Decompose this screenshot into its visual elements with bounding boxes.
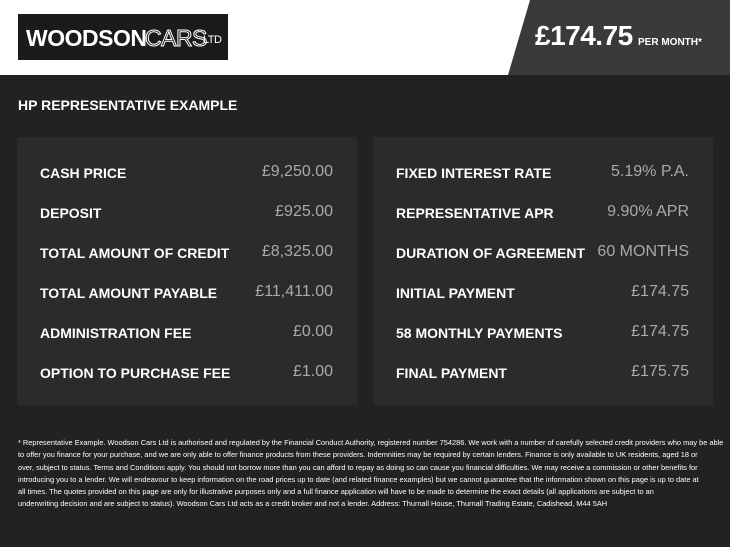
row-value: 5.19% P.A.: [611, 163, 689, 180]
row-value: £8,325.00: [261, 243, 333, 260]
footnote-line: introducing you to a lender. We will end…: [18, 474, 699, 484]
row-label: TOTAL AMOUNT OF CREDIT: [40, 245, 230, 261]
price-note: PER MONTH*: [638, 37, 702, 48]
row-label: OPTION TO PURCHASE FEE: [40, 365, 231, 381]
row-value: £174.75: [631, 323, 689, 340]
logo: WOODSON CARS LTD: [18, 14, 228, 60]
row-label: TOTAL AMOUNT PAYABLE: [40, 285, 218, 301]
row-value: £0.00: [292, 323, 333, 340]
price-background: [508, 0, 730, 75]
monthly-price: £174.75: [535, 20, 633, 51]
row-label: ADMINISTRATION FEE: [40, 325, 192, 341]
row-label: FINAL PAYMENT: [396, 365, 507, 381]
row-label: CASH PRICE: [40, 165, 127, 181]
row-value: £1.00: [292, 363, 333, 380]
info-panel: FIXED INTEREST RATE 5.19% P.A. REPRESENTAT…: [373, 137, 713, 405]
row-label: 58 MONTHLY PAYMENTS: [396, 325, 563, 341]
logo-suffix: LTD: [203, 34, 222, 46]
footnote-line: over, subject to status. Terms and Condi…: [18, 462, 698, 472]
row-value: £175.75: [631, 363, 689, 380]
row-value: £174.75: [631, 283, 689, 300]
row-label: FIXED INTEREST RATE: [396, 165, 552, 181]
footnote: * Representative Example. Woodson Cars L…: [18, 437, 724, 511]
row-label: DURATION OF AGREEMENT: [396, 245, 585, 261]
row-label: DEPOSIT: [40, 205, 102, 221]
row-value: 9.90% APR: [607, 203, 689, 220]
footnote-line: all times. The quotes provided on this p…: [18, 487, 654, 497]
logo-accent: CARS: [145, 25, 208, 52]
row-value: 60 MONTHS: [597, 243, 689, 260]
footnote-line: * Representative Example. Woodson Cars L…: [18, 438, 724, 447]
footnote-line: underwriting decision and are subject to…: [18, 499, 608, 509]
row-value: £925.00: [275, 203, 333, 220]
row-value: £11,411.00: [255, 283, 333, 300]
logo-name: WOODSON: [26, 25, 147, 51]
section-title: HP REPRESENTATIVE EXAMPLE: [18, 97, 238, 113]
row-value: £9,250.00: [261, 163, 333, 180]
footnote-line: to offer you finance for your purchase, …: [18, 450, 698, 460]
row-label: REPRESENTATIVE APR: [396, 205, 554, 221]
row-label: INITIAL PAYMENT: [396, 285, 515, 301]
info-panel: CASH PRICE £9,250.00 DEPOSIT £925.00 TOTAL A…: [17, 137, 357, 405]
price-banner: [508, 0, 730, 75]
